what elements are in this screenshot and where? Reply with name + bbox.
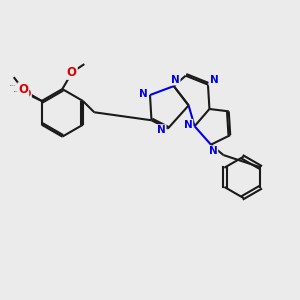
Text: N: N [157, 125, 166, 135]
Text: methoxy: methoxy [10, 85, 16, 86]
Text: O: O [22, 88, 31, 98]
Text: N: N [208, 146, 217, 156]
Text: N: N [139, 88, 148, 98]
Text: N: N [209, 75, 218, 85]
Text: N: N [184, 120, 192, 130]
Text: N: N [171, 75, 180, 85]
Text: methoxy: methoxy [14, 91, 20, 92]
Text: O: O [18, 83, 28, 96]
Text: O: O [67, 66, 77, 79]
